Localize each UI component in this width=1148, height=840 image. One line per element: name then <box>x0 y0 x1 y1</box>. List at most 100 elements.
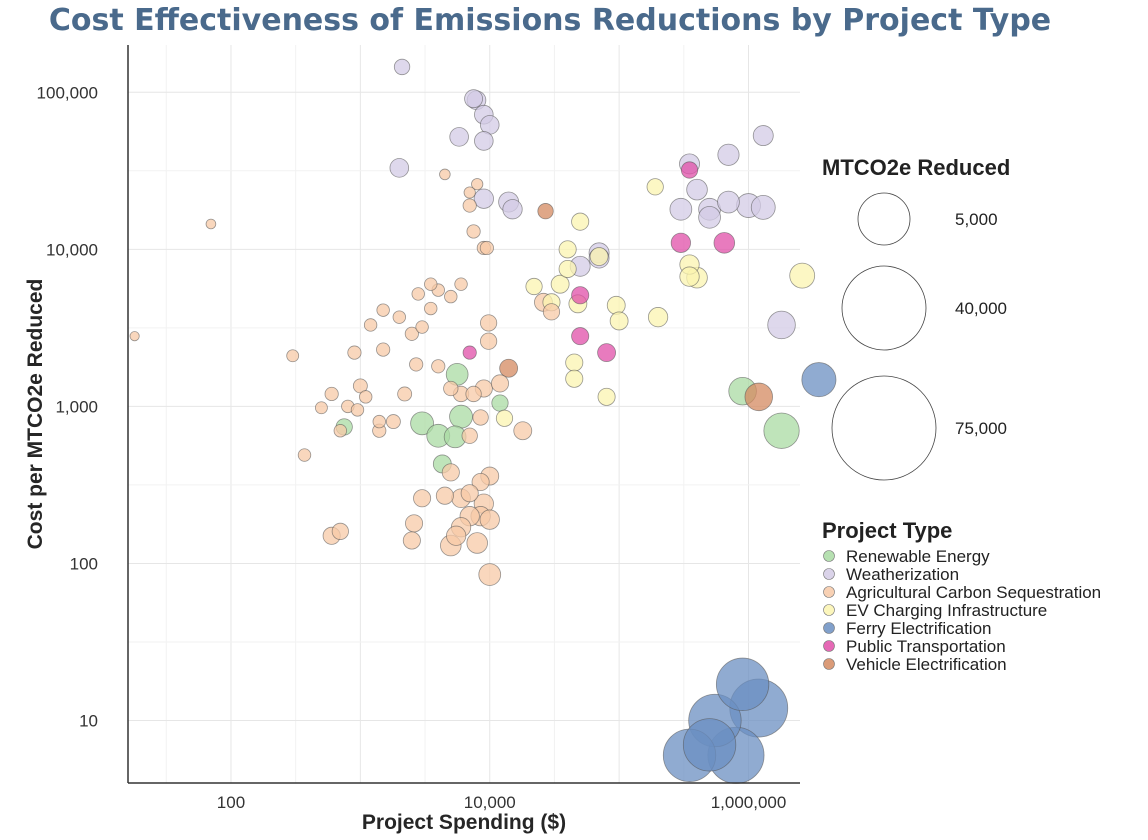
y-tick-label: 10,000 <box>46 240 98 259</box>
data-point-agricultural-carbon-sequestration <box>411 287 425 301</box>
data-point-agricultural-carbon-sequestration <box>397 386 413 402</box>
data-points <box>129 58 837 784</box>
data-point-ferry-electrification <box>801 362 837 398</box>
size-legend-circle <box>857 192 911 246</box>
legend-swatch <box>823 586 835 598</box>
data-point-vehicle-electrification <box>537 203 554 220</box>
data-point-agricultural-carbon-sequestration <box>441 463 460 482</box>
data-point-public-transportation <box>680 161 699 179</box>
data-point-agricultural-carbon-sequestration <box>461 427 478 444</box>
data-point-agricultural-carbon-sequestration <box>409 357 424 372</box>
data-point-ev-charging-infrastructure <box>589 247 609 266</box>
data-point-agricultural-carbon-sequestration <box>424 277 438 291</box>
legend-swatch <box>823 640 835 652</box>
data-point-weatherization <box>717 190 740 214</box>
data-point-ev-charging-infrastructure <box>646 178 664 196</box>
data-point-ev-charging-infrastructure <box>495 409 514 427</box>
x-tick-label: 100 <box>217 793 245 812</box>
x-tick-label: 1,000,000 <box>711 793 787 812</box>
data-point-public-transportation <box>571 327 590 346</box>
data-point-weatherization <box>717 143 740 166</box>
data-point-agricultural-carbon-sequestration <box>480 332 498 350</box>
legend-label: Public Transportation <box>846 637 1006 656</box>
data-point-agricultural-carbon-sequestration <box>542 303 561 321</box>
size-legend-circle <box>831 375 937 481</box>
data-point-agricultural-carbon-sequestration <box>446 525 467 546</box>
data-point-ev-charging-infrastructure <box>606 295 626 315</box>
data-point-public-transportation <box>713 232 736 254</box>
data-point-agricultural-carbon-sequestration <box>490 374 510 393</box>
data-point-agricultural-carbon-sequestration <box>385 414 401 430</box>
y-axis-title: Cost per MTCO2e Reduced <box>24 279 47 550</box>
data-point-ev-charging-infrastructure <box>609 311 629 331</box>
data-point-agricultural-carbon-sequestration <box>431 359 446 374</box>
x-axis-ticks: 100 10,000 1,000,000 <box>217 793 787 812</box>
legend-label: Ferry Electrification <box>846 619 991 638</box>
data-point-agricultural-carbon-sequestration <box>466 224 481 239</box>
data-point-vehicle-electrification <box>499 358 519 378</box>
data-point-weatherization <box>393 58 411 76</box>
legend-label: Vehicle Electrification <box>846 655 1007 674</box>
data-point-agricultural-carbon-sequestration <box>350 403 365 417</box>
data-point-agricultural-carbon-sequestration <box>471 472 490 492</box>
data-point-public-transportation <box>462 345 477 360</box>
data-point-ev-charging-infrastructure <box>525 277 543 296</box>
data-point-ferry-electrification <box>682 718 737 772</box>
data-point-weatherization <box>502 199 523 220</box>
data-point-ev-charging-infrastructure <box>597 387 616 406</box>
legend-label: Renewable Energy <box>846 547 990 566</box>
data-point-public-transportation <box>597 343 616 363</box>
data-point-ev-charging-infrastructure <box>571 212 590 231</box>
data-point-ev-charging-infrastructure <box>647 307 669 328</box>
data-point-agricultural-carbon-sequestration <box>405 514 424 533</box>
size-legend: 5,000 40,000 75,000 <box>831 192 1007 481</box>
data-point-renewable-energy <box>410 411 434 436</box>
data-point-agricultural-carbon-sequestration <box>480 314 498 332</box>
data-point-weatherization <box>698 205 721 229</box>
legend-label: Agricultural Carbon Sequestration <box>846 583 1101 602</box>
data-point-ev-charging-infrastructure <box>565 353 584 372</box>
data-point-agricultural-carbon-sequestration <box>439 168 451 181</box>
data-point-weatherization <box>474 131 494 151</box>
y-axis-ticks: 10 100 1,000 10,000 100,000 <box>37 83 98 730</box>
data-point-agricultural-carbon-sequestration <box>443 380 459 397</box>
legend-swatch <box>823 550 835 562</box>
data-point-weatherization <box>686 178 708 201</box>
data-point-agricultural-carbon-sequestration <box>129 331 140 342</box>
data-point-weatherization <box>449 127 469 147</box>
data-point-agricultural-carbon-sequestration <box>462 198 477 213</box>
data-point-public-transportation <box>670 232 691 253</box>
data-point-vehicle-electrification <box>744 382 773 412</box>
data-point-ev-charging-infrastructure <box>679 266 700 287</box>
size-legend-label: 75,000 <box>955 419 1007 438</box>
data-point-weatherization <box>473 188 494 209</box>
data-point-agricultural-carbon-sequestration <box>347 345 362 360</box>
color-legend-title: Project Type <box>822 518 952 543</box>
data-point-weatherization <box>752 125 774 147</box>
data-point-ev-charging-infrastructure <box>558 240 577 259</box>
data-point-ferry-electrification <box>715 657 770 711</box>
size-legend-circle <box>841 265 927 351</box>
data-point-agricultural-carbon-sequestration <box>297 448 312 462</box>
data-point-agricultural-carbon-sequestration <box>424 301 438 316</box>
data-point-agricultural-carbon-sequestration <box>376 303 390 317</box>
data-point-weatherization <box>669 197 693 221</box>
chart-title: Cost Effectiveness of Emissions Reductio… <box>49 3 1051 38</box>
y-tick-label: 100 <box>70 554 98 573</box>
data-point-agricultural-carbon-sequestration <box>392 310 406 324</box>
legend-swatch <box>823 604 835 616</box>
data-point-agricultural-carbon-sequestration <box>402 531 421 550</box>
data-point-public-transportation <box>571 286 590 305</box>
y-tick-label: 100,000 <box>37 83 98 102</box>
data-point-agricultural-carbon-sequestration <box>444 289 458 304</box>
data-point-ev-charging-infrastructure <box>789 262 816 289</box>
legend-label: Weatherization <box>846 565 959 584</box>
data-point-agricultural-carbon-sequestration <box>465 385 482 403</box>
data-point-renewable-energy <box>491 394 509 412</box>
y-tick-label: 1,000 <box>55 397 98 416</box>
data-point-agricultural-carbon-sequestration <box>478 563 502 586</box>
grid <box>128 45 800 783</box>
data-point-agricultural-carbon-sequestration <box>435 486 454 505</box>
